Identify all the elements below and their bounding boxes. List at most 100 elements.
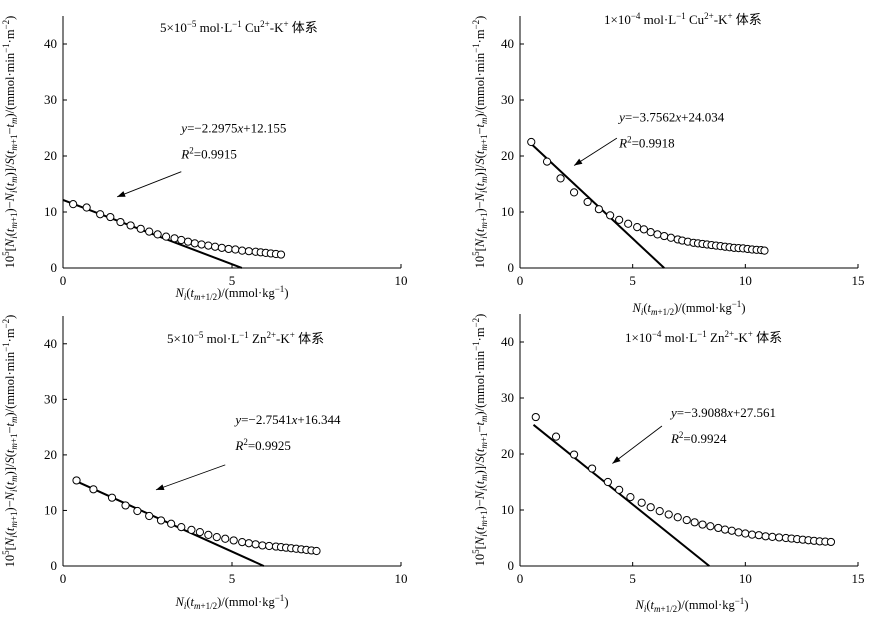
data-point: [768, 532, 777, 541]
y-tick-label: 10: [44, 502, 57, 517]
annotation-arrow: [155, 464, 226, 491]
r2-annotation: R2=0.9925: [234, 437, 291, 453]
x-tick-label: 5: [229, 571, 236, 586]
data-point: [136, 224, 145, 233]
r2-annotation: R2=0.9918: [618, 134, 675, 150]
chart-title: 1×10−4 mol·L−1 Cu2+-K+ 体系: [604, 11, 762, 27]
annotation-arrow: [612, 425, 663, 464]
x-tick-label: 5: [229, 273, 236, 288]
data-point: [265, 541, 274, 551]
data-point: [633, 223, 642, 232]
data-point: [244, 539, 253, 548]
arrow-head-icon: [117, 191, 126, 197]
data-point: [204, 241, 213, 250]
data-point: [660, 231, 669, 241]
data-point: [754, 531, 763, 540]
data-point: [624, 219, 633, 228]
data-point: [183, 237, 193, 246]
data-point: [527, 137, 536, 147]
chart-panel-cu-5e-5: 5×10−5 mol·L−1 Cu2+-K+ 体系 0 5 10010203040 …: [1, 16, 408, 302]
data-point: [251, 540, 260, 549]
data-point: [666, 233, 676, 242]
data-point: [682, 515, 691, 525]
data-point: [195, 528, 204, 537]
tick-group: 0 5 10 15 0 10 20 30 40: [501, 334, 865, 586]
data-point: [121, 501, 130, 510]
data-point: [551, 432, 561, 441]
x-tick-label: 15: [852, 273, 865, 288]
data-point: [212, 533, 221, 542]
data-point: [276, 250, 286, 259]
data-point: [190, 239, 199, 248]
data-point: [229, 536, 238, 545]
y-tick-label: 20: [501, 446, 514, 461]
x-tick-label: 0: [60, 273, 67, 288]
y-tick-label: 30: [501, 390, 514, 405]
y-tick-label: 10: [501, 502, 514, 517]
data-point: [727, 526, 736, 535]
data-point: [106, 212, 115, 222]
x-tick-label: 0: [60, 571, 67, 586]
data-point: [673, 513, 682, 522]
data-point: [89, 485, 98, 494]
chart-title: 1×10−4 mol·L−1 Zn2+-K+ 体系: [625, 329, 782, 345]
y-axis-label: 105[Ni(tm+1)−Ni(tm)]/S(tm+1−tm)/(mmol·mi…: [471, 314, 489, 567]
annotation-arrow: [573, 137, 618, 166]
equation-annotation: y=−3.9088x+27.561: [669, 405, 776, 420]
data-point: [775, 533, 784, 542]
data-point: [646, 503, 655, 512]
equation-annotation: y=−2.7541x+16.344: [233, 412, 341, 427]
x-tick-label: 0: [517, 571, 524, 586]
annotation-arrow: [116, 171, 182, 198]
marks-group: [531, 412, 836, 567]
chart-panel-zn-5e-5: 5×10−5 mol·L−1 Zn2+-K+ 体系 0 5 10010203040 …: [1, 315, 408, 611]
r2-annotation: R2=0.9915: [180, 145, 237, 161]
data-point: [761, 532, 770, 541]
data-point: [224, 244, 233, 254]
data-point: [177, 523, 186, 532]
y-axis-label: 105[Ni(tm+1)−Ni(tm)]/S(tm+1−tm)/(mmol·mi…: [1, 315, 19, 568]
marks-group: [527, 137, 769, 269]
data-point: [655, 507, 664, 516]
data-point: [167, 519, 176, 528]
data-point: [664, 510, 673, 519]
data-point: [197, 240, 206, 249]
y-tick-label: 0: [508, 558, 515, 573]
data-point: [637, 498, 646, 507]
chart-title: 5×10−5 mol·L−1 Cu2+-K+ 体系: [160, 19, 318, 35]
data-point: [126, 221, 135, 230]
arrow-head-icon: [155, 484, 165, 490]
arrow-head-icon: [574, 158, 583, 166]
data-point: [594, 205, 603, 214]
data-point: [238, 538, 247, 547]
y-tick-label: 20: [44, 447, 57, 462]
y-tick-label: 0: [508, 260, 515, 275]
data-point: [714, 523, 723, 533]
data-point: [698, 520, 707, 529]
data-point: [221, 534, 230, 543]
data-point: [653, 230, 662, 239]
marks-group: [62, 171, 286, 269]
data-point: [258, 541, 267, 550]
data-point: [145, 511, 154, 521]
y-tick-label: 40: [501, 334, 514, 349]
data-point: [69, 200, 78, 209]
x-tick-label: 10: [395, 571, 408, 586]
data-point: [741, 529, 750, 538]
data-point: [211, 242, 220, 251]
equation-annotation: y=−3.7562x+24.034: [617, 109, 725, 124]
data-point: [760, 246, 769, 255]
x-tick-label: 5: [629, 571, 636, 586]
x-axis-label: Ni(tm+1/2)/(mmol·kg−1): [635, 596, 749, 614]
data-point: [204, 530, 213, 539]
data-point: [615, 485, 624, 494]
data-point: [107, 493, 117, 502]
x-tick-label: 10: [739, 571, 752, 586]
chart-title: 5×10−5 mol·L−1 Zn2+-K+ 体系: [167, 330, 324, 346]
y-tick-label: 20: [44, 148, 57, 163]
x-axis-label: Ni(tm+1/2)/(mmol·kg−1): [175, 284, 289, 302]
data-point: [161, 232, 171, 241]
data-point: [569, 188, 579, 197]
data-point: [569, 450, 579, 459]
